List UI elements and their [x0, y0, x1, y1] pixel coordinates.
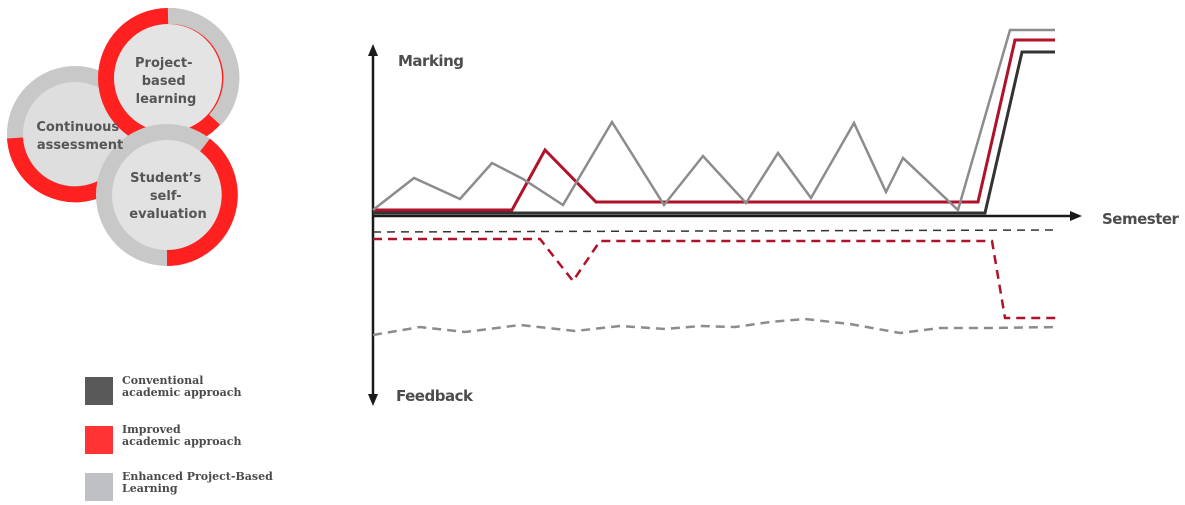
vertical-axis-arrow-up	[368, 44, 378, 56]
approach-rings: Project- based learning Continuous asses…	[7, 7, 240, 266]
legend-item-conventional: Conventional academic approach	[85, 375, 305, 409]
feedback-line-enhanced	[372, 317, 1059, 337]
axis-label-feedback: Feedback	[396, 387, 474, 405]
feedback-line-improved	[373, 237, 1058, 320]
axis-label-marking: Marking	[398, 52, 463, 70]
axes	[368, 44, 1082, 406]
legend-swatch-improved	[85, 426, 113, 454]
legend-item-enhanced: Enhanced Project-Based Learning	[85, 471, 305, 505]
continuous-assessment-ring-red-arc	[7, 137, 115, 203]
label-project-based-learning: Project- based learning	[135, 56, 197, 107]
marking-line-improved	[373, 38, 1055, 212]
marking-line-conventional	[373, 50, 1055, 215]
legend-label-enhanced: Enhanced Project-Based Learning	[122, 471, 302, 495]
legend-improved-line-2: academic approach	[122, 435, 242, 448]
legend-swatch-enhanced	[85, 473, 113, 501]
legend-enhanced-line-2: Learning	[122, 482, 178, 495]
label-continuous-line-1: Continuous	[36, 120, 119, 135]
project-based-learning-ring-gray-arc	[167, 7, 240, 126]
legend-conventional-line-2: academic approach	[122, 386, 242, 399]
label-student-line-3: evaluation	[129, 207, 206, 222]
label-continuous-assessment: Continuous assessment	[36, 120, 123, 153]
label-continuous-line-2: assessment	[37, 138, 123, 153]
horizontal-axis-arrow	[1070, 211, 1082, 221]
label-student-line-1: Student’s	[130, 171, 201, 186]
legend-label-improved: Improved academic approach	[122, 424, 302, 448]
legend-item-improved: Improved academic approach	[85, 424, 305, 458]
axis-label-semester: Semester	[1102, 210, 1180, 228]
legend-swatch-conventional	[85, 377, 113, 405]
student-self-evaluation-ring-red-arc	[166, 138, 238, 266]
label-project-line-2: based	[142, 74, 186, 89]
legend-improved-line-1: Improved	[122, 423, 181, 436]
marking-line-enhanced	[372, 28, 1055, 213]
legend-enhanced-line-1: Enhanced Project-Based	[122, 470, 273, 483]
label-project-line-1: Project-	[135, 56, 192, 71]
label-project-line-3: learning	[136, 92, 197, 107]
label-student-self-evaluation: Student’s self- evaluation	[129, 171, 206, 222]
label-student-line-2: self-	[150, 189, 182, 204]
feedback-line-conventional	[372, 229, 1059, 233]
legend-conventional-line-1: Conventional	[122, 374, 204, 387]
vertical-axis-arrow-down	[368, 394, 378, 406]
legend-label-conventional: Conventional academic approach	[122, 375, 302, 399]
